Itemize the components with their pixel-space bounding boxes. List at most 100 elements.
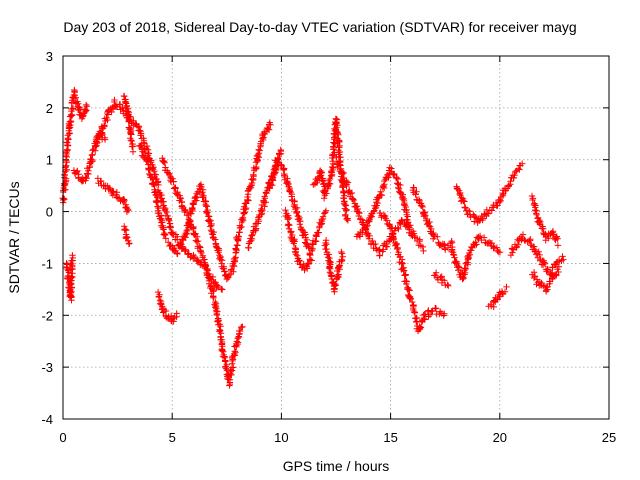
data-point	[315, 229, 322, 236]
data-point	[203, 266, 210, 273]
data-point	[476, 232, 484, 240]
data-point	[97, 178, 104, 185]
data-point	[263, 190, 270, 197]
data-point	[124, 234, 131, 241]
series-track-11	[159, 155, 246, 389]
data-point	[210, 293, 217, 300]
data-point	[312, 238, 319, 245]
series-track-25	[453, 160, 526, 226]
data-point	[519, 231, 527, 238]
data-point	[211, 236, 219, 243]
data-point	[287, 233, 295, 241]
data-point	[559, 253, 566, 260]
data-point	[207, 217, 214, 224]
data-point	[308, 245, 315, 252]
data-point	[555, 263, 563, 270]
data-point	[61, 196, 68, 203]
data-point	[377, 188, 384, 195]
series-track-29	[528, 192, 562, 249]
data-point	[207, 223, 214, 230]
data-point	[322, 209, 329, 216]
data-point	[69, 105, 77, 112]
data-point	[420, 315, 428, 322]
data-point	[485, 210, 492, 217]
data-point	[143, 158, 150, 165]
data-point	[213, 311, 220, 319]
data-point	[128, 137, 135, 145]
data-point	[455, 264, 463, 271]
data-point	[215, 249, 222, 256]
data-point	[157, 215, 164, 222]
series-track-5	[94, 175, 132, 215]
data-point	[507, 178, 514, 185]
data-point	[327, 259, 334, 266]
data-point	[419, 203, 426, 211]
data-point	[335, 161, 342, 168]
data-point	[519, 160, 526, 167]
data-point	[541, 259, 548, 266]
data-point	[426, 311, 434, 318]
data-point	[339, 253, 346, 260]
data-point	[418, 202, 425, 209]
data-point	[82, 174, 89, 181]
data-point	[475, 233, 482, 241]
data-point	[320, 195, 328, 202]
data-point	[333, 153, 340, 160]
data-point	[529, 195, 537, 202]
data-point	[531, 273, 539, 280]
series-track-10	[154, 288, 180, 325]
data-point	[285, 183, 292, 190]
series-track-7	[121, 223, 133, 248]
data-point	[326, 175, 334, 183]
data-point	[170, 178, 177, 185]
data-point	[108, 108, 115, 116]
data-point	[230, 268, 237, 275]
x-tick-label: 0	[59, 430, 66, 445]
data-point	[162, 235, 169, 242]
data-point	[408, 232, 415, 239]
data-point	[126, 124, 133, 132]
data-point	[252, 226, 259, 234]
data-point	[292, 251, 300, 258]
data-point	[202, 201, 209, 209]
data-point	[383, 217, 390, 224]
data-point	[505, 182, 512, 189]
data-point	[67, 112, 74, 120]
data-point	[222, 357, 229, 364]
data-point	[261, 195, 269, 202]
data-point	[256, 147, 263, 154]
data-point	[109, 192, 116, 199]
series-track-28	[529, 263, 563, 295]
data-point	[355, 231, 363, 239]
data-point	[253, 165, 260, 172]
plot-frame	[62, 55, 610, 420]
data-point	[432, 305, 440, 312]
data-point	[163, 208, 170, 216]
series-track-13	[234, 119, 274, 244]
series-track-6	[120, 92, 137, 155]
data-point	[224, 273, 231, 280]
series-track-22	[409, 184, 456, 253]
data-point	[419, 243, 426, 251]
data-point	[290, 240, 297, 247]
data-point	[198, 183, 205, 191]
data-point	[217, 327, 224, 334]
data-point	[417, 324, 425, 331]
data-point	[460, 274, 467, 281]
data-point	[129, 143, 137, 150]
y-tick-label: -3	[41, 360, 53, 375]
series-track-8	[126, 113, 226, 293]
data-point	[472, 214, 479, 221]
data-point	[200, 194, 207, 201]
data-point	[339, 184, 346, 191]
data-point	[165, 217, 173, 224]
series-track-26	[485, 283, 510, 311]
data-point	[169, 175, 176, 182]
data-point	[325, 251, 332, 258]
data-point	[193, 197, 200, 204]
series-track-15	[266, 155, 330, 259]
data-point	[286, 187, 293, 194]
data-point	[148, 157, 155, 164]
data-point	[228, 371, 235, 379]
data-point	[405, 224, 413, 231]
